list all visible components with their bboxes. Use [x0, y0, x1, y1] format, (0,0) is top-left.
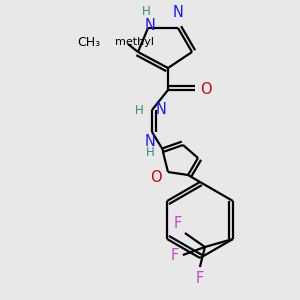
Text: F: F: [171, 248, 179, 262]
Text: O: O: [150, 169, 162, 184]
Text: F: F: [174, 216, 182, 231]
Text: N: N: [172, 5, 183, 20]
Text: H: H: [135, 103, 144, 116]
Text: O: O: [200, 82, 212, 98]
Text: CH₃: CH₃: [77, 35, 100, 49]
Text: N: N: [145, 19, 155, 34]
Text: H: H: [146, 146, 155, 160]
Text: methyl: methyl: [115, 37, 154, 47]
Text: H: H: [142, 5, 150, 18]
Text: N: N: [156, 103, 167, 118]
Text: N: N: [145, 134, 155, 149]
Text: F: F: [196, 271, 204, 286]
